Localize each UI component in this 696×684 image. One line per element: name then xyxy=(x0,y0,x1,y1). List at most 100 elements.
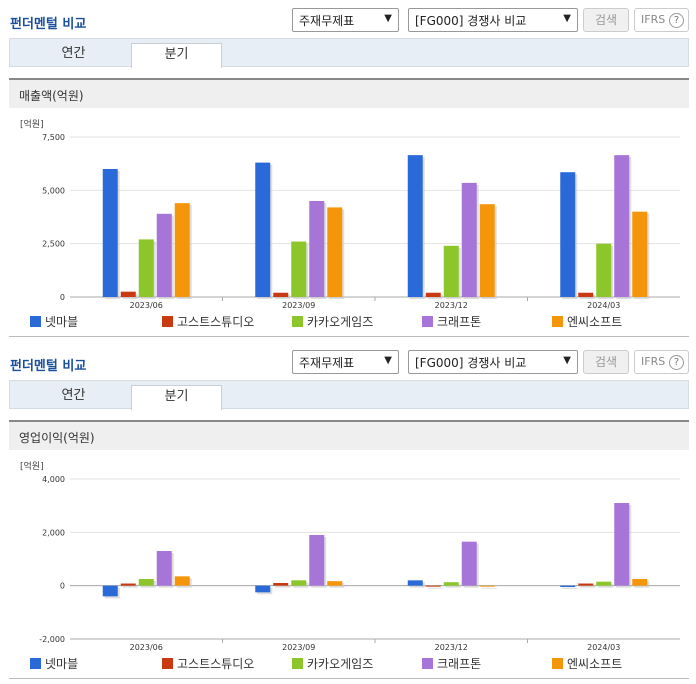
bar xyxy=(614,155,630,297)
legend-item[interactable]: 고스트스튜디오 xyxy=(162,655,254,672)
bar-shadow xyxy=(562,587,578,589)
bar xyxy=(255,585,271,593)
chevron-down-icon: ▼ xyxy=(384,355,392,366)
bar-shadow xyxy=(445,584,461,588)
bar xyxy=(156,551,172,586)
bar xyxy=(407,580,423,586)
legend-swatch xyxy=(30,316,41,327)
y-tick-label: 4,000 xyxy=(42,475,65,484)
panel-revenue: 펀더멘털 비교 주재무제표 ▼ [FG000] 경쟁사 비교 ▼ 검색 IFRS… xyxy=(0,0,696,337)
divider xyxy=(9,678,689,679)
legend-label: 넷마블 xyxy=(45,657,79,671)
legend-item[interactable]: 넷마블 xyxy=(30,655,78,672)
panel-title: 펀더멘털 비교 xyxy=(10,359,87,374)
statement-select-value: 주재무제표 xyxy=(299,356,355,370)
x-tick-label: 2023/12 xyxy=(435,643,468,652)
bar xyxy=(102,169,118,297)
legend-label: 엔씨소프트 xyxy=(567,657,623,671)
legend-label: 넷마블 xyxy=(45,315,79,329)
x-tick-label: 2023/06 xyxy=(130,301,163,310)
bar xyxy=(632,579,648,586)
statement-select[interactable]: 주재무제표 ▼ xyxy=(292,8,399,32)
chevron-down-icon: ▼ xyxy=(384,13,392,24)
revenue-chart: 0 2,500 5,000 7,500 2023/06 2023/09 2023/12 202… xyxy=(42,133,680,310)
ifrs-label: IFRS xyxy=(641,13,666,26)
bar xyxy=(273,583,289,586)
legend-swatch xyxy=(552,658,563,669)
legend-label: 카카오게임즈 xyxy=(307,315,374,329)
bar-shadow xyxy=(275,585,291,588)
statement-select[interactable]: 주재무제표 ▼ xyxy=(292,350,399,374)
bar-shadow xyxy=(598,583,614,588)
bar xyxy=(120,291,136,297)
legend-label: 고스트스튜디오 xyxy=(177,657,255,671)
legend-label: 엔씨소프트 xyxy=(567,315,623,329)
group-select[interactable]: [FG000] 경쟁사 비교 ▼ xyxy=(408,350,578,374)
panel-header: 펀더멘털 비교 주재무제표 ▼ [FG000] 경쟁사 비교 ▼ 검색 IFRS… xyxy=(0,0,696,38)
panel-operating-profit: 펀더멘털 비교 주재무제표 ▼ [FG000] 경쟁사 비교 ▼ 검색 IFRS… xyxy=(0,342,696,679)
bar xyxy=(120,583,136,586)
chevron-down-icon: ▼ xyxy=(563,13,571,24)
legend-item[interactable]: 넷마블 xyxy=(30,313,78,330)
bar xyxy=(479,204,495,297)
ifrs-button[interactable]: IFRS ? xyxy=(634,8,689,32)
y-tick-label: 7,500 xyxy=(42,133,65,142)
legend-item[interactable]: 카카오게임즈 xyxy=(292,313,373,330)
legend-item[interactable]: 엔씨소프트 xyxy=(552,313,622,330)
bar-shadow xyxy=(580,585,596,588)
unit-label: [억원] xyxy=(20,462,44,472)
legend-item[interactable]: 카카오게임즈 xyxy=(292,655,373,672)
bar xyxy=(578,292,594,297)
search-button[interactable]: 검색 xyxy=(583,350,629,374)
bar xyxy=(578,583,594,586)
search-button[interactable]: 검색 xyxy=(583,8,629,32)
bar xyxy=(443,245,459,297)
period-tabs: 연간 분기 xyxy=(9,38,689,68)
help-icon[interactable]: ? xyxy=(669,13,684,28)
legend-label: 크래프톤 xyxy=(437,657,482,671)
ifrs-label: IFRS xyxy=(641,355,666,368)
panel-header: 펀더멘털 비교 주재무제표 ▼ [FG000] 경쟁사 비교 ▼ 검색 IFRS… xyxy=(0,342,696,380)
legend-swatch xyxy=(422,658,433,669)
x-tick-label: 2024/03 xyxy=(587,301,620,310)
bar xyxy=(174,203,190,297)
legend-label: 카카오게임즈 xyxy=(307,657,374,671)
bar xyxy=(461,541,477,586)
bar xyxy=(327,581,343,586)
y-tick-label: -2,000 xyxy=(39,635,65,644)
group-select-value: [FG000] 경쟁사 비교 xyxy=(415,14,527,28)
chevron-down-icon: ▼ xyxy=(563,355,571,366)
tab-quarterly[interactable]: 분기 xyxy=(131,385,222,410)
bar xyxy=(156,213,172,297)
help-icon[interactable]: ? xyxy=(669,355,684,370)
bar xyxy=(560,585,576,587)
ifrs-button[interactable]: IFRS ? xyxy=(634,350,689,374)
legend-swatch xyxy=(552,316,563,327)
operating-profit-chart: -2,000 0 2,000 4,000 2023/06 2023/09 2023/12 20… xyxy=(39,475,680,652)
bar xyxy=(425,292,441,297)
y-tick-label: 5,000 xyxy=(42,186,65,195)
tab-annual[interactable]: 연간 xyxy=(61,46,86,61)
legend-item[interactable]: 고스트스튜디오 xyxy=(162,313,254,330)
bar xyxy=(138,579,154,586)
unit-label: [억원] xyxy=(20,120,44,130)
tab-quarterly[interactable]: 분기 xyxy=(131,43,222,68)
bar xyxy=(291,241,307,297)
bar-shadow xyxy=(122,585,138,588)
x-tick-label: 2024/03 xyxy=(587,643,620,652)
group-select[interactable]: [FG000] 경쟁사 비교 ▼ xyxy=(408,8,578,32)
bar xyxy=(596,243,612,297)
bar xyxy=(479,585,495,587)
panel-title: 펀더멘털 비교 xyxy=(10,17,87,32)
bar xyxy=(614,503,630,586)
legend-swatch xyxy=(292,316,303,327)
tab-annual[interactable]: 연간 xyxy=(61,388,86,403)
legend-item[interactable]: 엔씨소프트 xyxy=(552,655,622,672)
legend-item[interactable]: 크래프톤 xyxy=(422,655,481,672)
legend-item[interactable]: 크래프톤 xyxy=(422,313,481,330)
bar xyxy=(138,239,154,297)
bar xyxy=(407,155,423,297)
metric-header: 매출액(억원) xyxy=(9,78,689,108)
bar xyxy=(443,582,459,586)
bar xyxy=(632,211,648,297)
